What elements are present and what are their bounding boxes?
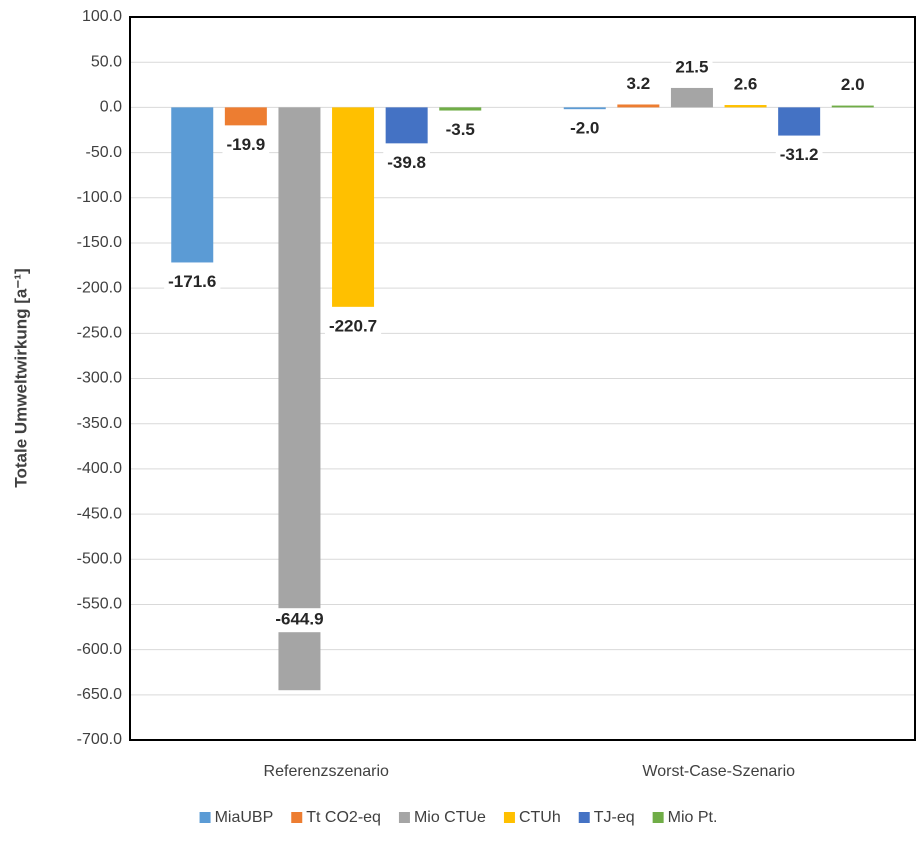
y-tick-label: -700.0 [77,731,122,748]
value-label: -220.7 [329,316,377,335]
legend-label: CTUh [519,809,561,826]
value-label: 21.5 [675,57,708,76]
y-tick-label: -400.0 [77,460,122,477]
y-tick-label: -350.0 [77,415,122,432]
bar [439,107,482,111]
value-label-bg [622,72,655,97]
y-tick-label: 50.0 [91,53,122,70]
legend-swatch [398,812,410,823]
value-label-bg [566,117,604,142]
legend-swatch [199,812,211,823]
y-tick-label: -650.0 [77,686,122,703]
value-label: -3.5 [446,120,475,139]
value-label-bg [164,270,221,295]
value-label-bg [729,73,762,98]
y-tick-label: 0.0 [100,99,122,116]
y-tick-label: -550.0 [77,596,122,613]
y-tick-label: -500.0 [77,550,122,567]
legend-label: Tt CO2-eq [306,809,381,826]
legend-swatch [503,812,515,823]
x-tick-label: Worst-Case-Szenario [642,763,795,780]
y-tick-label: -600.0 [77,641,122,658]
y-tick-label: -150.0 [77,234,122,251]
value-label-bg [271,608,328,633]
y-tick-label: -250.0 [77,325,122,342]
value-label: -644.9 [275,610,323,629]
value-label-bg [671,55,713,80]
bar [778,107,821,136]
value-label-bg [441,118,479,143]
legend-label: Mio Pt. [668,809,718,826]
value-label: 2.0 [841,75,865,94]
y-tick-label: -200.0 [77,279,122,296]
bar [617,104,660,108]
value-label: 3.2 [627,74,651,93]
value-label: -19.9 [226,135,265,154]
legend-label: Mio CTUe [414,809,486,826]
legend-swatch [291,812,303,823]
legend-swatch [652,812,664,823]
value-label: -171.6 [168,272,216,291]
value-label: -31.2 [780,145,819,164]
bar [171,107,214,263]
y-tick-label: -100.0 [77,189,122,206]
y-tick-label: -450.0 [77,505,122,522]
value-label-bg [324,314,382,339]
bar [831,105,874,108]
bar [670,87,713,108]
x-tick-label: Referenzszenario [264,763,390,780]
y-tick-label: -50.0 [86,144,123,161]
y-tick-label: -300.0 [77,370,122,387]
bar [724,105,767,108]
y-tick-label: 100.0 [82,8,122,25]
value-label-bg [222,133,270,158]
value-label: 2.6 [734,75,758,94]
value-label: -39.8 [387,153,426,172]
legend-label: TJ-eq [594,809,635,826]
bar [563,107,606,110]
bar [278,107,321,691]
value-label: -2.0 [570,119,599,138]
value-label-bg [775,143,823,168]
legend-label: MiaUBP [215,809,274,826]
y-axis-label: Totale Umweltwirkung [a⁻¹] [11,268,30,487]
bar [332,107,375,307]
value-label-bg [836,73,869,98]
bar [385,107,428,144]
value-label-bg [383,151,431,176]
bar [224,107,267,126]
legend-swatch [578,812,590,823]
plot-frame [129,16,916,741]
